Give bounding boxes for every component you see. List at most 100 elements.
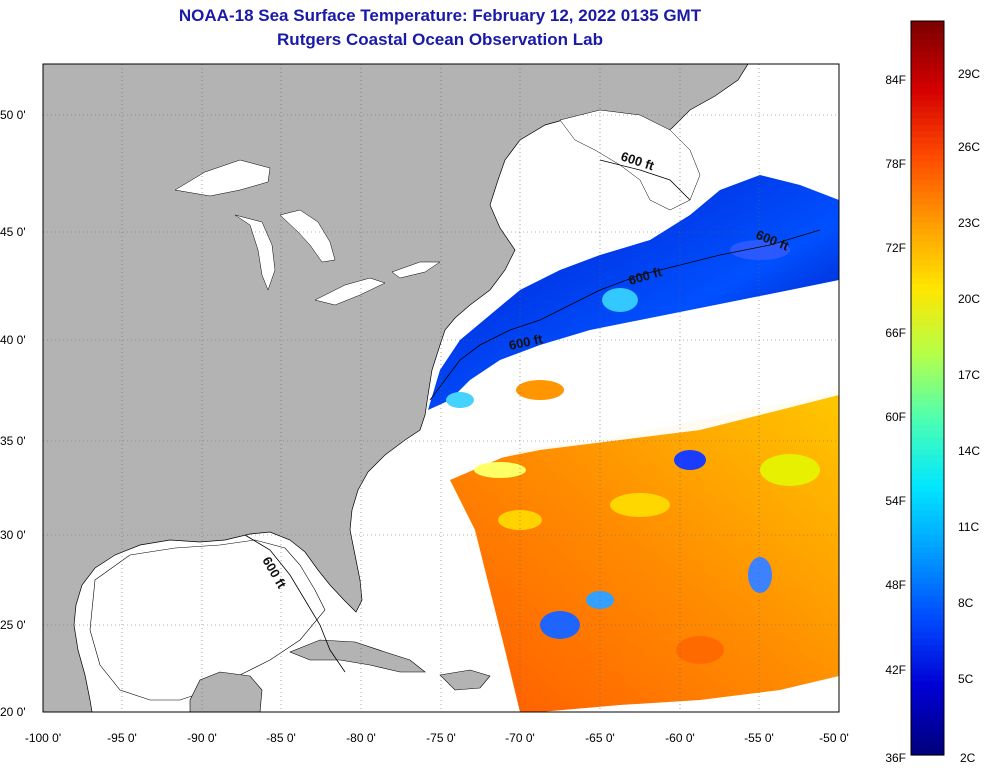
- colorbar-c-label: 8C: [958, 596, 974, 610]
- colorbar-stripe: [911, 76, 944, 83]
- colorbar-stripe: [911, 730, 944, 738]
- colorbar-stripe: [911, 149, 944, 157]
- colorbar-stripe: [911, 277, 944, 285]
- colorbar-stripe: [911, 485, 944, 493]
- colorbar-stripe: [911, 210, 944, 218]
- colorbar-stripe: [911, 332, 944, 340]
- gulf-of-mexico: [89, 539, 326, 701]
- colorbar-stripe: [911, 699, 944, 707]
- colorbar-stripe: [911, 363, 944, 371]
- colorbar-stripe: [911, 571, 944, 579]
- map-title: NOAA-18 Sea Surface Temperature: Februar…: [178, 6, 702, 25]
- colorbar-stripe: [911, 394, 944, 401]
- colorbar-f-label: 66F: [885, 326, 906, 340]
- colorbar-f-label: 54F: [885, 494, 906, 508]
- colorbar-stripe: [911, 192, 944, 199]
- colorbar-stripe: [911, 161, 944, 169]
- y-tick-label: 25 0': [0, 618, 26, 632]
- x-tick-label: -55 0': [744, 731, 774, 745]
- colorbar-stripe: [911, 216, 944, 224]
- colorbar-stripe: [911, 608, 944, 615]
- yucatan: [189, 671, 263, 712]
- colorbar-stripe: [911, 638, 944, 646]
- colorbar-stripe: [911, 675, 944, 683]
- land-north-america: [43, 64, 749, 712]
- colorbar-stripe: [911, 443, 944, 450]
- colorbar-stripe: [911, 69, 944, 77]
- colorbar-stripe: [911, 143, 944, 151]
- colorbar-c-label: 2C: [960, 751, 976, 765]
- colorbar-stripe: [911, 82, 944, 89]
- colorbar-stripe: [911, 516, 944, 524]
- colorbar-stripe: [911, 308, 944, 316]
- colorbar-stripe: [911, 180, 944, 187]
- colorbar-stripe: [911, 320, 944, 328]
- colorbar-c-label: 26C: [958, 140, 980, 154]
- colorbar-stripe: [911, 626, 944, 634]
- graticule: [43, 64, 839, 712]
- colorbar-f-label: 48F: [885, 578, 906, 592]
- colorbar-stripe: [911, 222, 944, 230]
- colorbar-stripe: [911, 88, 944, 95]
- colorbar-stripe: [911, 602, 944, 609]
- colorbar-stripe: [911, 498, 944, 505]
- colorbar-stripe: [911, 479, 944, 487]
- colorbar-stripe: [911, 375, 944, 383]
- colorbar-stripe: [911, 369, 944, 377]
- colorbar-stripe: [911, 357, 944, 365]
- colorbar-stripe: [911, 424, 944, 432]
- colorbar-stripe: [911, 510, 944, 518]
- colorbar-stripe: [911, 657, 944, 664]
- colorbar-stripe: [911, 118, 944, 126]
- colorbar-stripe: [911, 577, 944, 585]
- colorbar-stripe: [911, 559, 944, 566]
- colorbar-stripe: [911, 45, 944, 53]
- colorbar-stripe: [911, 589, 944, 597]
- x-tick-label: -85 0': [266, 731, 296, 745]
- colorbar-stripe: [911, 39, 944, 47]
- x-tick-label: -95 0': [107, 731, 137, 745]
- colorbar-f-label: 60F: [885, 410, 906, 424]
- map-subtitle: Rutgers Coastal Ocean Observation Lab: [277, 30, 603, 49]
- colorbar-c-label: 17C: [958, 368, 980, 382]
- colorbar-stripe: [911, 430, 944, 438]
- colorbar-stripe: [911, 473, 944, 481]
- great-lakes: [174, 159, 441, 306]
- x-tick-label: -80 0': [346, 731, 376, 745]
- bathymetry-contour: [244, 159, 821, 673]
- colorbar-stripe: [911, 51, 944, 59]
- y-tick-label: 20 0': [0, 705, 26, 719]
- colorbar-stripe: [911, 302, 944, 310]
- colorbar-stripe: [911, 742, 944, 750]
- x-axis: -100 0' -95 0' -90 0' -85 0' -80 0' -75 …: [25, 731, 849, 745]
- y-tick-label: 40 0': [0, 333, 26, 347]
- colorbar-stripe: [911, 33, 944, 40]
- contour-label: 600 ft: [508, 331, 545, 353]
- colorbar-stripe: [911, 124, 944, 132]
- x-tick-label: -50 0': [819, 731, 849, 745]
- sst-speckles: [446, 240, 820, 664]
- colorbar-stripe: [911, 400, 944, 407]
- colorbar-c-label: 11C: [958, 520, 979, 534]
- colorbar-frame: [910, 20, 945, 756]
- x-tick-label: -75 0': [426, 731, 456, 745]
- colorbar-stripe: [911, 614, 944, 622]
- x-tick-label: -60 0': [665, 731, 695, 745]
- colorbar-stripe: [911, 265, 944, 273]
- colorbar-stripe: [911, 271, 944, 279]
- colorbar-stripe: [911, 718, 944, 726]
- colorbar-stripe: [911, 595, 944, 603]
- cloud-cover: [455, 290, 839, 462]
- colorbar-c-label: 23C: [958, 216, 980, 230]
- colorbar-f-label: 36F: [885, 751, 906, 765]
- colorbar-stripe: [911, 693, 944, 701]
- colorbar-c-label: 14C: [958, 444, 980, 458]
- colorbar-stripe: [911, 620, 944, 628]
- colorbar-stripe: [911, 247, 944, 255]
- colorbar-stripe: [911, 57, 944, 65]
- colorbar-stripe: [911, 736, 944, 744]
- colorbar-stripe: [911, 314, 944, 322]
- colorbar-stripe: [911, 388, 944, 395]
- hispaniola: [439, 669, 491, 691]
- colorbar-stripe: [911, 522, 944, 530]
